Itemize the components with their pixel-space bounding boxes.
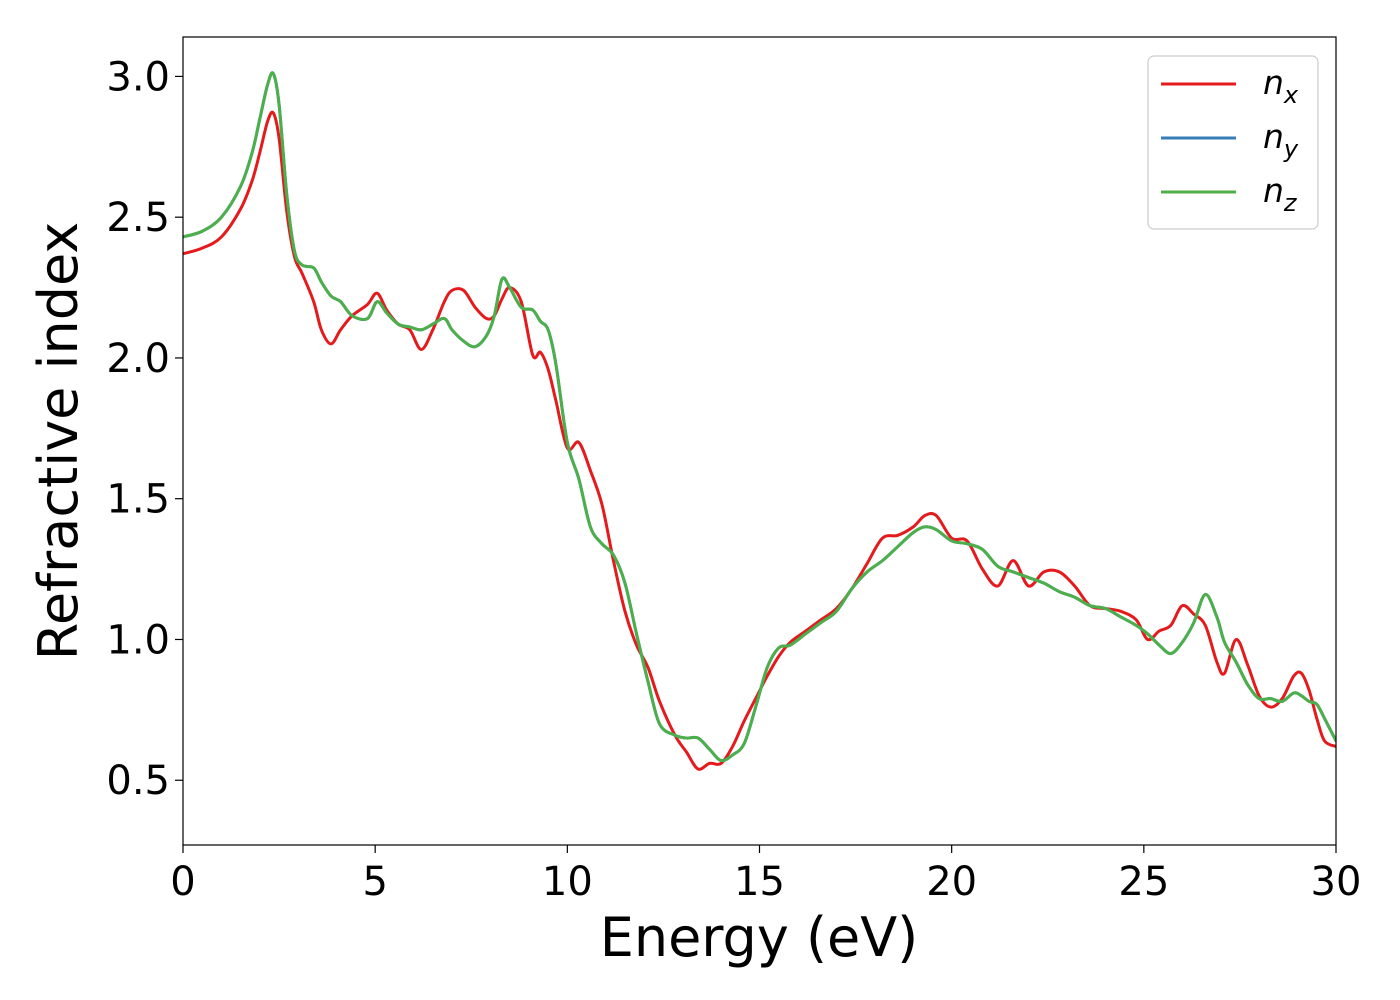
y-tick-label: 1.0 <box>106 617 170 663</box>
y-axis: 0.5 1.0 1.5 2.0 2.5 3.0 <box>106 54 183 804</box>
x-axis-title: Energy (eV) <box>600 906 919 969</box>
legend: nx ny nz <box>1147 55 1319 230</box>
legend-label-z: nz <box>1263 171 1298 217</box>
y-tick-label: 0.5 <box>106 758 170 804</box>
series-line-x <box>183 110 1336 771</box>
x-tick-label: 0 <box>170 859 195 905</box>
y-axis-title: Refractive index <box>27 222 90 661</box>
legend-label-y: ny <box>1263 117 1299 163</box>
series-layer <box>183 71 1336 771</box>
x-tick-label: 25 <box>1118 859 1169 905</box>
series-line-z <box>183 71 1336 763</box>
y-tick-label: 3.0 <box>106 54 170 100</box>
x-axis: 0 5 10 15 20 25 30 <box>170 845 1361 905</box>
y-tick-label: 2.0 <box>106 336 170 382</box>
x-tick-label: 10 <box>542 859 593 905</box>
y-tick-label: 2.5 <box>106 195 170 241</box>
x-tick-label: 15 <box>734 859 785 905</box>
legend-box <box>1147 55 1319 230</box>
y-tick-label: 1.5 <box>106 477 170 523</box>
x-tick-label: 30 <box>1311 859 1362 905</box>
x-tick-label: 5 <box>362 859 387 905</box>
legend-label-x: nx <box>1263 63 1299 109</box>
x-tick-label: 20 <box>926 859 977 905</box>
